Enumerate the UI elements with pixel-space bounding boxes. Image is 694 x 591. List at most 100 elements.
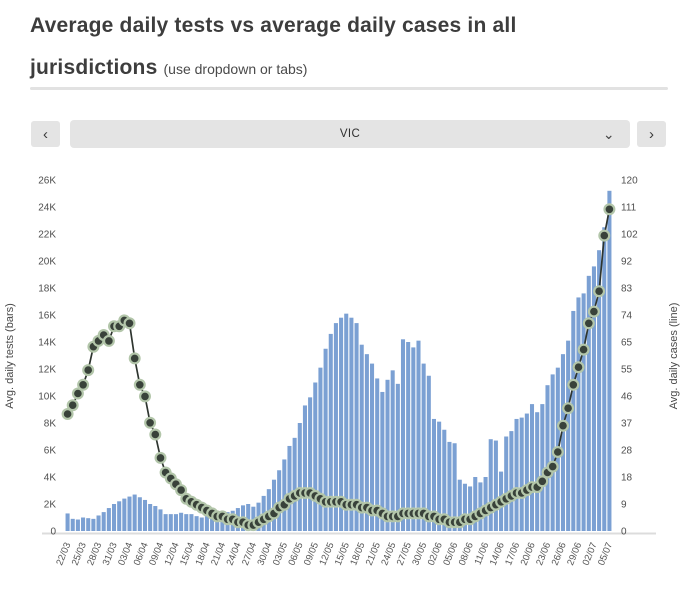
test-bar xyxy=(442,429,447,531)
test-bar xyxy=(333,323,338,531)
test-bar xyxy=(416,340,421,531)
y-axis-right-tick: 83 xyxy=(621,284,633,295)
y-axis-left-tick: 6K xyxy=(44,446,57,457)
test-bar xyxy=(127,496,132,531)
test-bar xyxy=(514,418,519,531)
test-bar xyxy=(142,499,148,531)
y-axis-right-tick: 37 xyxy=(621,419,633,430)
y-axis-right-tick: 111 xyxy=(621,203,637,214)
test-bar xyxy=(266,489,271,531)
test-bar xyxy=(215,516,220,531)
case-marker xyxy=(149,428,162,441)
test-bar xyxy=(199,517,204,531)
y-axis-right-tick: 74 xyxy=(621,311,633,322)
test-bar xyxy=(488,439,493,531)
y-axis-left-tick: 16K xyxy=(38,311,56,322)
test-bar xyxy=(220,514,225,532)
test-bar xyxy=(148,504,153,531)
test-bar xyxy=(571,310,576,531)
test-bar xyxy=(566,340,571,531)
test-bar xyxy=(529,404,535,531)
test-bar xyxy=(137,497,142,531)
test-bar xyxy=(204,516,209,531)
jurisdiction-dropdown[interactable]: VIC ⌄ xyxy=(70,120,630,148)
test-bar xyxy=(524,413,529,531)
test-bar xyxy=(179,512,184,531)
case-marker xyxy=(123,317,136,330)
y-axis-left-tick: 24K xyxy=(38,203,56,214)
test-bar xyxy=(602,227,607,531)
test-bar xyxy=(91,518,96,531)
test-bar xyxy=(323,348,328,531)
test-bar xyxy=(70,518,75,531)
test-bar xyxy=(210,514,215,532)
case-marker xyxy=(567,378,580,391)
test-bar xyxy=(308,397,313,531)
case-marker xyxy=(582,317,595,330)
test-bar xyxy=(473,477,478,531)
test-bar xyxy=(328,333,333,531)
test-bar xyxy=(364,354,369,531)
test-bar xyxy=(468,486,473,531)
test-bar xyxy=(251,506,256,531)
test-bar xyxy=(359,344,364,531)
test-bar xyxy=(406,342,411,531)
case-marker xyxy=(598,229,611,242)
test-bar xyxy=(277,470,282,531)
case-marker xyxy=(66,399,79,412)
test-bar xyxy=(411,347,416,531)
case-marker xyxy=(546,460,559,473)
test-bar xyxy=(452,443,457,531)
y-axis-left-tick: 8K xyxy=(44,419,57,430)
test-bar xyxy=(457,479,462,531)
case-marker xyxy=(128,352,141,365)
y-axis-left-tick: 4K xyxy=(44,473,57,484)
test-bar xyxy=(194,516,199,531)
cases-markers xyxy=(61,203,616,532)
test-bar xyxy=(597,250,602,531)
test-bar xyxy=(591,266,596,531)
test-bar xyxy=(132,494,137,531)
prev-jurisdiction-button[interactable]: ‹ xyxy=(31,121,60,147)
title-divider xyxy=(30,87,668,90)
test-bar xyxy=(117,501,122,531)
y-axis-right-labels: 0 9 18 28 37 46 55 65 74 83 92 102 111 120 xyxy=(621,176,638,538)
case-marker xyxy=(82,364,95,377)
y-axis-right-tick: 28 xyxy=(621,446,633,457)
y-axis-right-tick: 92 xyxy=(621,257,633,268)
y-axis-right-tick: 65 xyxy=(621,338,633,349)
page-title-line1: Average daily tests vs average daily cas… xyxy=(30,14,517,37)
y-axis-left-tick: 10K xyxy=(38,392,56,403)
case-marker xyxy=(102,334,115,347)
test-bar xyxy=(292,437,297,531)
y-axis-left-labels: 0 2K 4K 6K 8K 10K 12K 14K 16K 18K 20K 22K 24K 26K xyxy=(38,176,56,538)
test-bar xyxy=(75,519,80,531)
chevron-right-icon: › xyxy=(649,125,654,143)
case-marker xyxy=(139,390,152,403)
y-axis-left-tick: 20K xyxy=(38,257,56,268)
test-bar xyxy=(478,482,483,531)
y-axis-right-tick: 55 xyxy=(621,365,633,376)
test-bar xyxy=(184,514,189,532)
test-bar xyxy=(96,515,101,531)
case-marker xyxy=(154,451,167,464)
test-bar xyxy=(437,421,442,531)
y-axis-right-tick: 46 xyxy=(621,392,633,403)
case-marker xyxy=(587,305,600,318)
test-bar xyxy=(344,313,349,531)
test-bar xyxy=(297,423,302,531)
test-bar xyxy=(287,445,292,531)
case-marker xyxy=(77,378,90,391)
test-bar xyxy=(354,323,359,531)
test-bar xyxy=(447,441,452,531)
test-bar xyxy=(560,354,566,531)
page-title-line2: jurisdictions xyxy=(30,56,158,79)
case-marker xyxy=(593,285,606,298)
test-bar xyxy=(586,275,591,531)
y-axis-left-tick: 26K xyxy=(38,176,56,187)
test-bar xyxy=(349,317,354,531)
case-marker xyxy=(71,387,84,400)
test-bar xyxy=(483,477,488,531)
test-bar xyxy=(101,512,106,531)
next-jurisdiction-button[interactable]: › xyxy=(637,121,666,147)
